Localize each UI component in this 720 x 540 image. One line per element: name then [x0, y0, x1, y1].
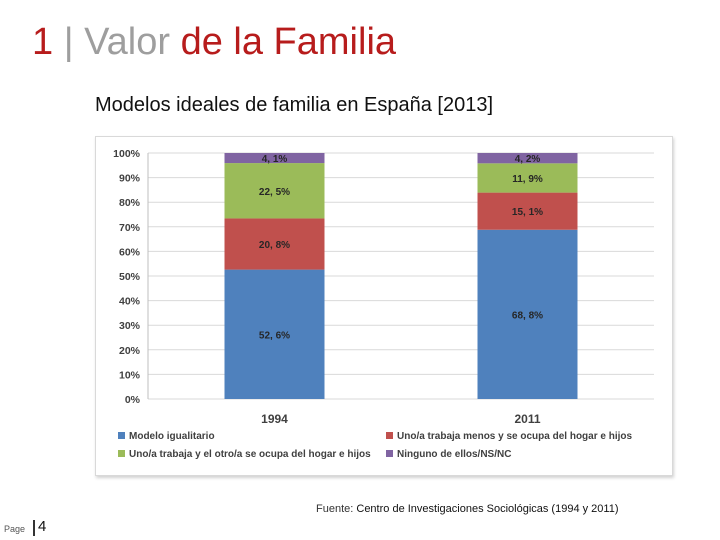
bar-segment: [477, 229, 578, 399]
data-label: 15, 1%: [512, 207, 543, 218]
bar-segment: [224, 218, 325, 270]
y-tick-label: 20%: [119, 345, 141, 357]
title-number: 1: [32, 21, 54, 63]
bar-segment: [224, 269, 325, 399]
source-prefix: Fuente:: [316, 503, 354, 515]
y-tick-label: 100%: [113, 148, 141, 160]
data-label: 20, 8%: [259, 240, 290, 251]
page-number: 4: [38, 518, 47, 535]
title-separator: |: [63, 21, 74, 63]
data-label: 22, 5%: [259, 187, 290, 198]
source-note: Fuente: Centro de Investigaciones Sociol…: [316, 503, 619, 515]
y-tick-label: 40%: [119, 296, 141, 308]
bar-segment: [477, 192, 578, 230]
stacked-bar-chart: 0% 10% 20% 30% 40% 50% 60% 70% 80% 90% 100% 52, 6% 2…: [113, 148, 654, 460]
data-label: 11, 9%: [512, 174, 543, 185]
y-tick-label: 90%: [119, 173, 141, 185]
bar-segment: [477, 153, 578, 164]
slide-title: 1 | Valor de la Familia: [32, 18, 396, 66]
y-tick-label: 50%: [119, 271, 141, 283]
legend-swatch: [386, 450, 393, 457]
bar-segment: [224, 163, 325, 219]
y-tick-label: 70%: [119, 222, 141, 234]
x-tick-label: 1994: [261, 412, 288, 426]
source-text: Centro de Investigaciones Sociológicas (…: [356, 503, 619, 515]
y-tick-label: 60%: [119, 246, 141, 258]
legend-swatch: [118, 432, 125, 439]
data-label: 52, 6%: [259, 330, 290, 341]
y-tick-label: 0%: [125, 394, 141, 406]
legend-label: Uno/a trabaja y el otro/a se ocupa del h…: [129, 449, 371, 460]
data-label: 4, 2%: [515, 154, 541, 165]
page-divider: [33, 520, 35, 536]
chart-container: 0% 10% 20% 30% 40% 50% 60% 70% 80% 90% 100% 52, 6% 2…: [95, 136, 673, 476]
title-words-familia: de la Familia: [180, 21, 397, 63]
chart-subtitle: Modelos ideales de familia en España [20…: [95, 94, 494, 116]
legend-swatch: [386, 432, 393, 439]
title-word-valor: Valor: [84, 21, 171, 63]
bar-segment: [477, 163, 578, 193]
bar-segment: [224, 153, 325, 164]
y-tick-label: 80%: [119, 197, 141, 209]
legend-label: Uno/a trabaja menos y se ocupa del hogar…: [397, 431, 633, 442]
y-tick-label: 10%: [119, 369, 141, 381]
data-label: 4, 1%: [262, 154, 288, 165]
x-tick-label: 2011: [514, 412, 540, 426]
data-label: 68, 8%: [512, 310, 543, 321]
y-tick-label: 30%: [119, 320, 141, 332]
legend-label: Ninguno de ellos/NS/NC: [397, 449, 511, 460]
legend-label: Modelo igualitario: [129, 431, 215, 442]
page-label: Page: [4, 524, 26, 534]
legend-swatch: [118, 450, 125, 457]
